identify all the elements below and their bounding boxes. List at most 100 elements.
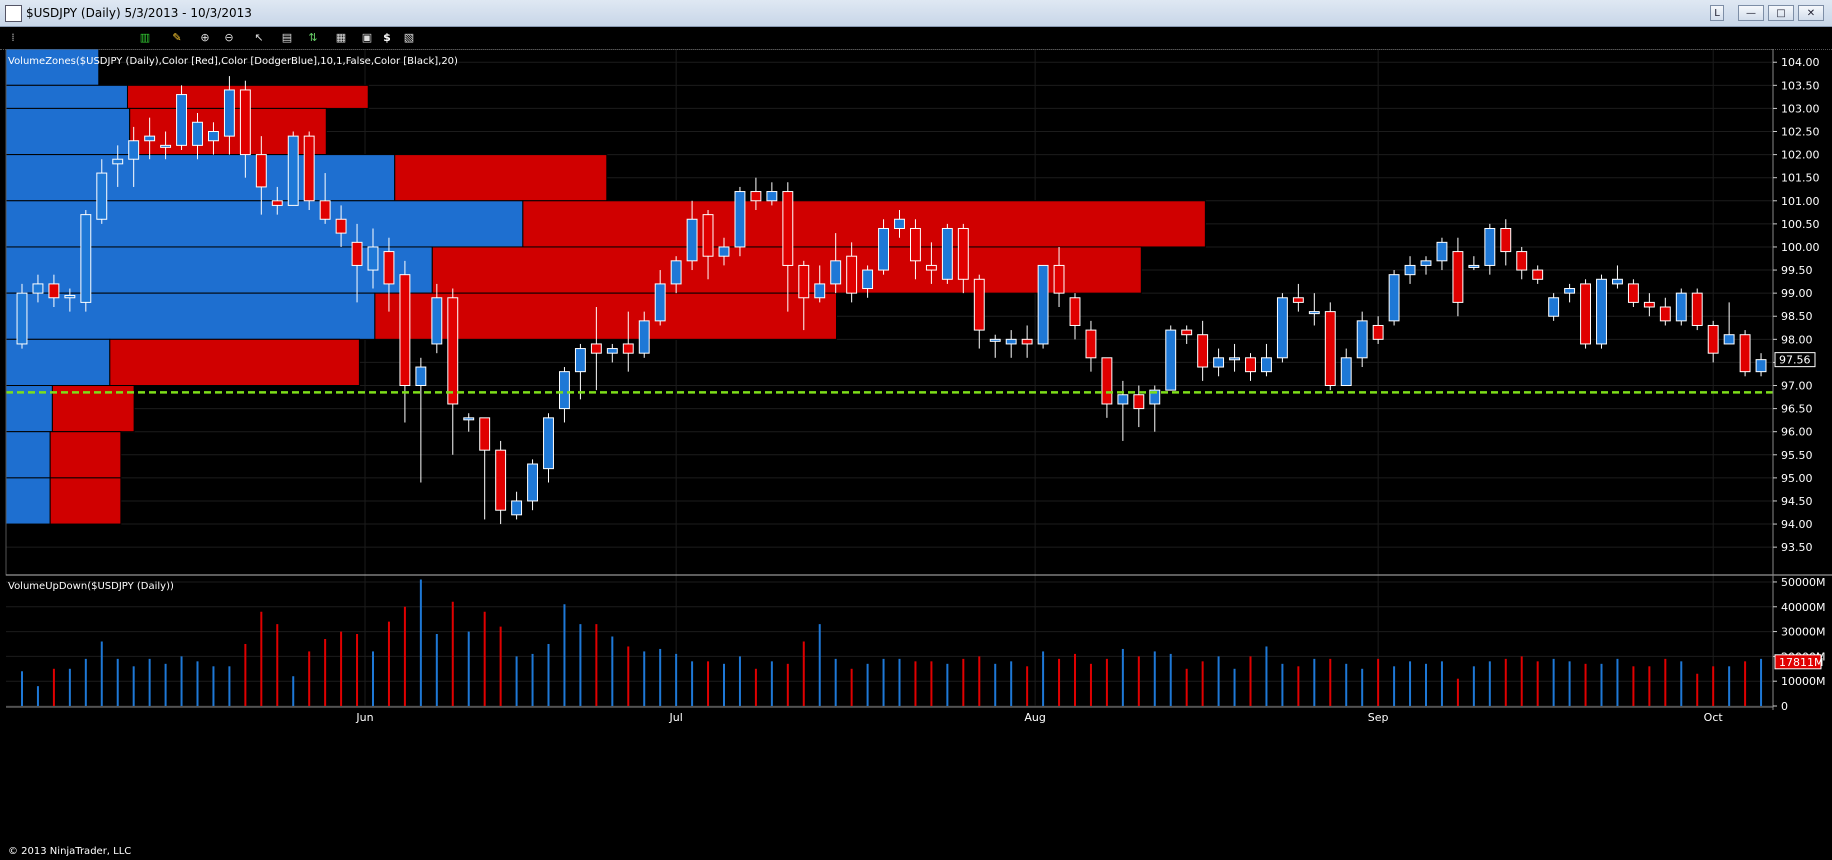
candle-down: [1691, 292, 1703, 326]
candle-down: [335, 218, 347, 234]
link-button[interactable]: L: [1710, 5, 1724, 21]
time-tick-label: Aug: [1024, 711, 1045, 724]
candle-up: [32, 283, 44, 294]
volume-tick-label: 40000M: [1781, 601, 1825, 614]
properties-icon[interactable]: ▤: [281, 31, 293, 44]
candle-up: [511, 500, 523, 516]
candle-up: [686, 218, 698, 262]
volume-zone-sell: [49, 431, 122, 479]
candle-up: [415, 366, 427, 387]
candle-down: [495, 449, 507, 511]
candle-up: [1612, 278, 1623, 285]
chart-app-icon: [5, 5, 22, 22]
window-titlebar: $USDJPY (Daily) 5/3/2013 - 10/3/2013 L —…: [0, 0, 1832, 27]
dollar-icon[interactable]: $: [383, 31, 391, 44]
candle-up: [1420, 260, 1432, 266]
candle-up: [527, 463, 538, 502]
bar-style-icon[interactable]: ▥: [139, 31, 151, 44]
maximize-button[interactable]: □: [1768, 5, 1794, 21]
candle-down: [925, 264, 937, 271]
candle-up: [1755, 359, 1767, 373]
volume-zone-sell: [109, 338, 360, 387]
price-tick-label: 100.00: [1781, 241, 1820, 254]
price-tick-label: 100.50: [1781, 218, 1820, 231]
candle-up: [1149, 389, 1161, 405]
candle-up: [1596, 278, 1607, 345]
candle-up: [287, 135, 299, 206]
candle-down: [846, 255, 858, 294]
volume-zone-buy: [5, 338, 111, 387]
candle-down: [973, 278, 985, 331]
candle-down: [239, 89, 251, 156]
chart-toolbar: ⁞ ▥ ✎ ⊕ ⊖ ↖ ▤ ⇅ ▦ ▣ $ ▧: [0, 27, 1832, 50]
candle-down: [1500, 227, 1512, 253]
volume-bars: [21, 579, 1763, 706]
candle-down: [1069, 297, 1081, 326]
minimize-button[interactable]: —: [1738, 5, 1764, 21]
strategy-icon[interactable]: ⇅: [308, 31, 318, 44]
candle-down: [750, 191, 762, 202]
volume-zone-buy: [5, 292, 376, 340]
volume-tick-label: 10000M: [1781, 675, 1825, 688]
candle-down: [479, 417, 491, 451]
candle-up: [718, 246, 730, 257]
price-tick-label: 94.00: [1781, 518, 1813, 531]
volume-zone-buy: [5, 107, 131, 156]
candle-down: [1707, 324, 1719, 354]
zoom-in-icon[interactable]: ⊕: [200, 31, 210, 44]
candle-up: [192, 121, 203, 146]
volume-tick-label: 0: [1781, 700, 1788, 713]
volume-zone-sell: [394, 154, 608, 202]
close-button[interactable]: ✕: [1798, 5, 1824, 21]
last-volume-box: [1774, 654, 1822, 670]
volume-zone-buy: [5, 49, 100, 86]
candle-up: [144, 135, 156, 142]
candle-down: [1580, 283, 1591, 345]
candle-up: [814, 283, 826, 299]
price-tick-label: 101.50: [1781, 172, 1820, 185]
candle-up: [1468, 264, 1480, 268]
volume-zone-buy: [5, 154, 396, 202]
volume-zone-buy: [5, 477, 51, 525]
zoom-out-icon[interactable]: ⊖: [224, 31, 234, 44]
candle-down: [910, 227, 921, 262]
time-tick-label: Oct: [1704, 711, 1724, 724]
data-box-icon[interactable]: ▣: [361, 31, 373, 44]
price-tick-label: 102.50: [1781, 126, 1820, 139]
candle-down: [319, 200, 331, 220]
candle-up: [96, 172, 108, 220]
volume-tick-label: 30000M: [1781, 626, 1825, 639]
toolbar-grip-icon: ⁞: [11, 31, 15, 44]
candle-down: [590, 343, 602, 354]
price-tick-label: 99.50: [1781, 264, 1813, 277]
indicators-icon[interactable]: ▦: [335, 31, 347, 44]
price-tick-label: 98.00: [1781, 333, 1813, 346]
candle-down: [1516, 251, 1528, 271]
candle-up: [574, 348, 586, 373]
candle-up: [1340, 357, 1352, 387]
price-panel-title: VolumeZones($USDJPY (Daily),Color [Red],…: [8, 56, 458, 67]
candle-down: [1292, 297, 1304, 303]
time-tick-label: Jul: [668, 711, 682, 724]
draw-pencil-icon[interactable]: ✎: [172, 31, 182, 44]
candle-up: [1229, 357, 1240, 361]
candle-up: [1723, 334, 1735, 345]
chart-area[interactable]: 104.00 103.50 103.00 102.50 102.00 101.50 101.…: [0, 49, 1832, 860]
price-tick-label: 96.00: [1781, 426, 1813, 439]
chart-trader-icon[interactable]: ▧: [403, 31, 415, 44]
candle-up: [766, 191, 778, 202]
volume-zone-sell: [49, 477, 122, 525]
candle-down: [1532, 269, 1544, 280]
chart-svg[interactable]: 104.00 103.50 103.00 102.50 102.00 101.50 101.…: [0, 49, 1832, 860]
price-tick-label: 93.50: [1781, 541, 1813, 554]
candle-down: [622, 343, 634, 354]
price-tick-label: 98.50: [1781, 310, 1813, 323]
pointer-icon[interactable]: ↖: [254, 31, 264, 44]
candle-up: [862, 269, 874, 290]
price-tick-label: 102.00: [1781, 149, 1820, 162]
candle-up: [606, 348, 618, 354]
candle-up: [1276, 297, 1288, 359]
price-tick-label: 104.00: [1781, 56, 1820, 69]
candle-up: [112, 158, 124, 165]
price-tick-label: 101.00: [1781, 195, 1820, 208]
